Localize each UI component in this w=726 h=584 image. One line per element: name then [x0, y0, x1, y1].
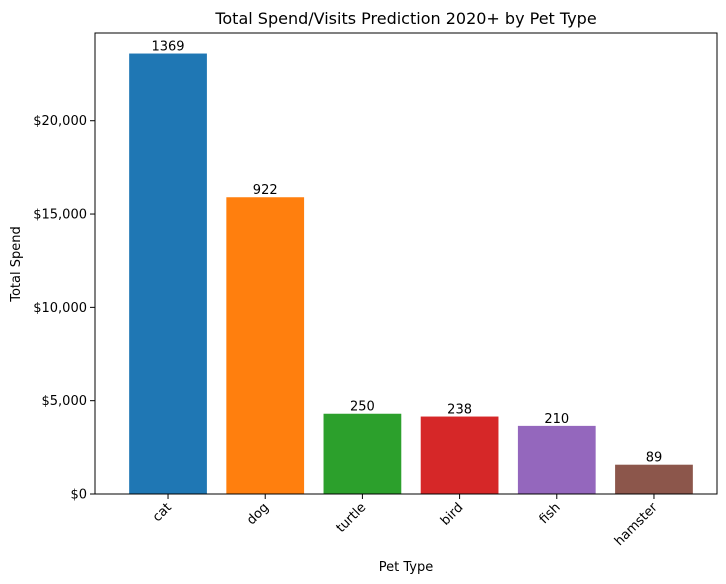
value-label-fish: 210 [544, 412, 569, 427]
value-label-hamster: 89 [646, 451, 663, 466]
bars-group [129, 53, 693, 494]
value-labels-group: 1369 922 250 238 210 89 [151, 40, 662, 466]
value-label-cat: 1369 [151, 40, 184, 55]
value-label-dog: 922 [253, 183, 278, 198]
x-tick-label-dog: dog [244, 500, 272, 528]
x-tick-label-cat: cat [150, 500, 175, 525]
value-label-turtle: 250 [350, 400, 375, 415]
x-tick-label-bird: bird [438, 500, 466, 528]
bar-turtle [323, 413, 402, 494]
x-tick-label-hamster: hamster [612, 500, 661, 549]
chart-title: Total Spend/Visits Prediction 2020+ by P… [214, 9, 596, 28]
y-axis: $0 $5,000 $10,000 $15,000 $20,000 [33, 114, 95, 503]
x-tick-label-fish: fish [537, 500, 564, 527]
y-tick-label-3: $15,000 [33, 208, 87, 223]
y-axis-label: Total Spend [9, 226, 24, 303]
y-tick-label-0: $0 [70, 488, 87, 503]
y-tick-label-1: $5,000 [42, 394, 88, 409]
x-tick-label-turtle: turtle [334, 500, 370, 536]
plot-frame [94, 32, 718, 495]
bar-bird [420, 416, 499, 494]
y-tick-label-2: $10,000 [33, 301, 87, 316]
bar-dog [226, 197, 305, 494]
bar-cat [129, 53, 207, 494]
bar-fish [517, 425, 596, 494]
bar-hamster [615, 464, 693, 494]
x-axis-label: Pet Type [379, 560, 433, 575]
x-axis: cat dog turtle bird fish hamster [150, 494, 661, 549]
y-tick-label-4: $20,000 [33, 114, 87, 129]
value-label-bird: 238 [447, 403, 472, 418]
